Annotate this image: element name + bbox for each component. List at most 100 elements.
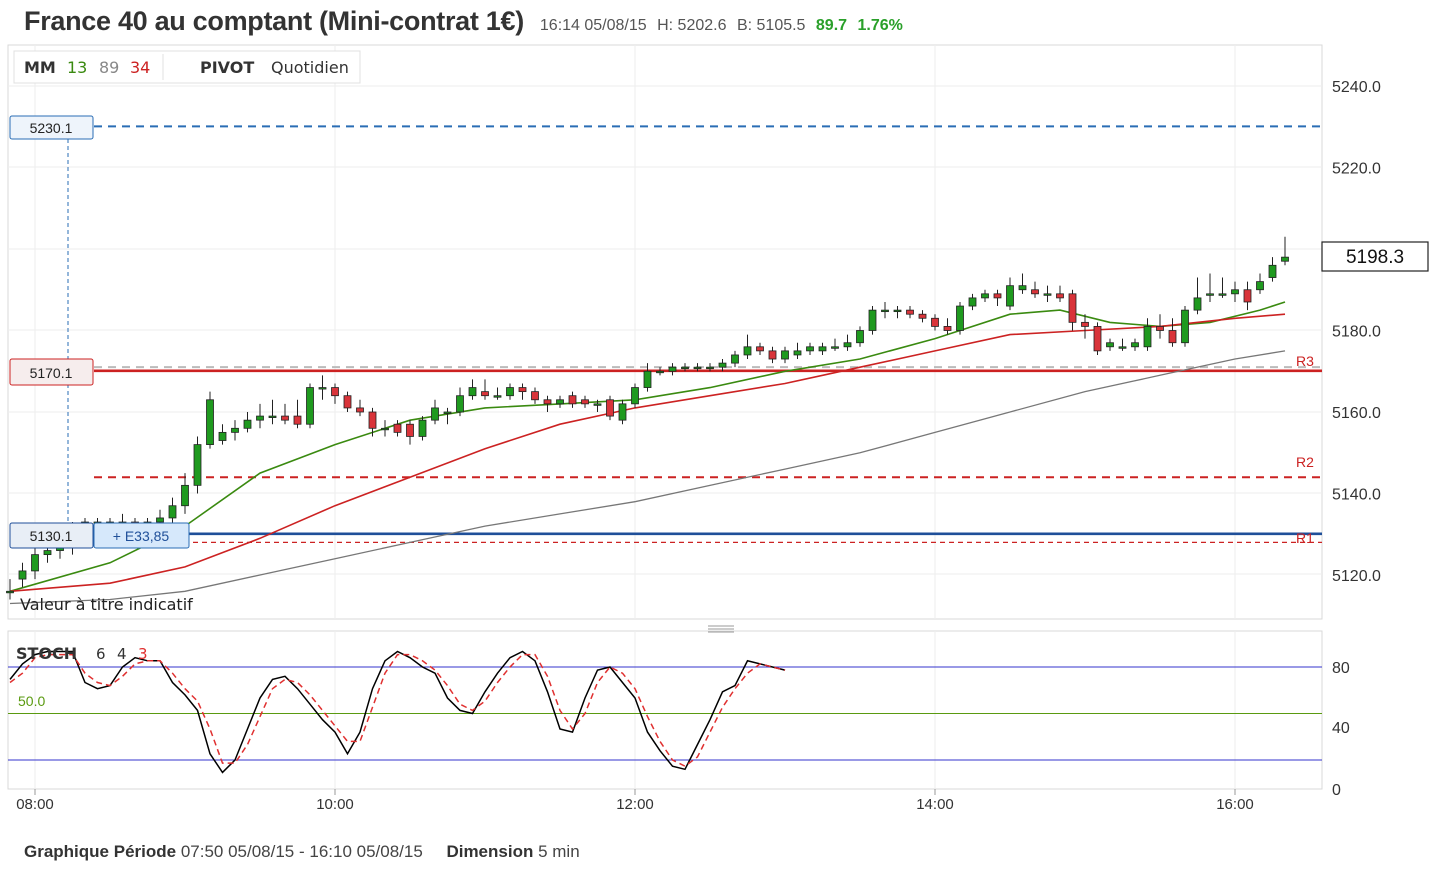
candle (956, 301, 964, 335)
candle (206, 391, 214, 449)
candle (393, 420, 402, 437)
candle-body (431, 407, 439, 421)
candle-body (481, 391, 489, 397)
candle (843, 334, 852, 351)
last-price-box: 5198.3 (1321, 241, 1429, 272)
mm-label: MM (24, 58, 56, 77)
candle-body (1231, 289, 1239, 295)
candle-body (718, 362, 727, 368)
pivot-label: PIVOT (200, 58, 254, 77)
stoch-tick-label: 80 (1332, 660, 1350, 677)
price-tick-label: 5220.0 (1332, 161, 1381, 178)
candle (381, 420, 389, 437)
stoch-tick-label: 40 (1332, 720, 1350, 737)
panel-resize-handle[interactable] (708, 625, 734, 633)
pivot-r2-label: R2 (1296, 454, 1314, 470)
candle (656, 367, 664, 376)
candle-body (1206, 293, 1214, 296)
candle-body (593, 403, 602, 406)
candle (256, 403, 264, 429)
candle-body (1043, 293, 1052, 296)
candle (743, 334, 752, 360)
candle (693, 363, 702, 372)
quote-change-pct: 1.76% (857, 17, 903, 34)
price-tick-label: 5160.0 (1332, 405, 1381, 422)
candle (518, 383, 527, 400)
candle-body (781, 350, 789, 360)
candle (418, 416, 427, 441)
candle-body (1106, 342, 1114, 348)
price-tick-label: 5140.0 (1332, 487, 1381, 504)
candle-body (318, 387, 327, 390)
candle (268, 399, 277, 425)
candle (1006, 277, 1014, 311)
candle-body (1031, 289, 1039, 295)
candle-body (193, 444, 202, 486)
candle-body (556, 399, 564, 405)
candle (331, 383, 339, 404)
time-tick-label: 08:00 (16, 796, 54, 813)
stoch-param-1: 6 (96, 645, 106, 663)
price-levels (94, 125, 1322, 544)
candle (6, 579, 14, 600)
candle-body (856, 330, 864, 344)
stoch-label: STOCH (16, 644, 77, 663)
candle (618, 399, 627, 425)
candle-body (1256, 281, 1264, 291)
quote-bid: B: 5105.5 (736, 17, 806, 34)
candle (668, 363, 677, 376)
candle (1156, 314, 1164, 339)
candle (1268, 257, 1277, 282)
candle-body (1168, 330, 1177, 344)
grid (8, 45, 1322, 789)
level-tag-5230[interactable]: 5230.1 (9, 115, 94, 140)
level-tag-5170[interactable]: 5170.1 (9, 358, 94, 386)
candle (1043, 285, 1052, 302)
time-tick-label: 16:00 (1216, 796, 1254, 813)
candle-body (931, 317, 939, 327)
candle (543, 395, 552, 412)
stoch-axis: 80 40 0 (1332, 660, 1350, 799)
candle (368, 407, 377, 437)
candle (793, 342, 802, 360)
candle (493, 387, 502, 400)
candle-body (1143, 326, 1152, 348)
candle (818, 342, 827, 355)
pivot-r1-label: R1 (1296, 530, 1314, 546)
candle-body (1131, 342, 1139, 348)
candle-body (1268, 264, 1277, 278)
candle (293, 399, 302, 429)
indicator-legend[interactable]: MM 13 89 34 PIVOT Quotidien (13, 50, 361, 84)
level-tag-5130[interactable]: 5130.1 (9, 522, 94, 549)
candle-body (1156, 326, 1164, 331)
candle (1243, 281, 1252, 311)
time-tick-label: 14:00 (916, 796, 954, 813)
candle (468, 379, 477, 400)
candle (506, 383, 514, 400)
price-tick-label: 5240.0 (1332, 79, 1381, 96)
candle (768, 346, 777, 364)
time-tick-label: 10:00 (316, 796, 354, 813)
candle-body (1243, 289, 1252, 303)
candle-body (456, 395, 464, 413)
candle (343, 391, 352, 412)
quote-high: H: 5202.6 (657, 17, 727, 34)
candle-body (1118, 346, 1127, 349)
candle (531, 387, 539, 404)
candle-body (818, 346, 827, 352)
pivot-r3-label: R3 (1296, 353, 1314, 369)
candle-body (881, 309, 889, 313)
candle-body (1218, 293, 1227, 296)
candle (631, 383, 639, 408)
stoch-d-line (9, 653, 786, 768)
position-gain-tag[interactable]: + E33,85 (93, 522, 190, 549)
candle (1018, 273, 1027, 294)
candle-body (168, 505, 177, 519)
candle (781, 346, 789, 364)
candle-body (281, 415, 289, 421)
candle-body (518, 387, 527, 393)
candle (1106, 338, 1114, 351)
chart-footer: Graphique Période 07:50 05/08/15 - 16:10… (24, 842, 580, 862)
candle-body (706, 366, 714, 370)
